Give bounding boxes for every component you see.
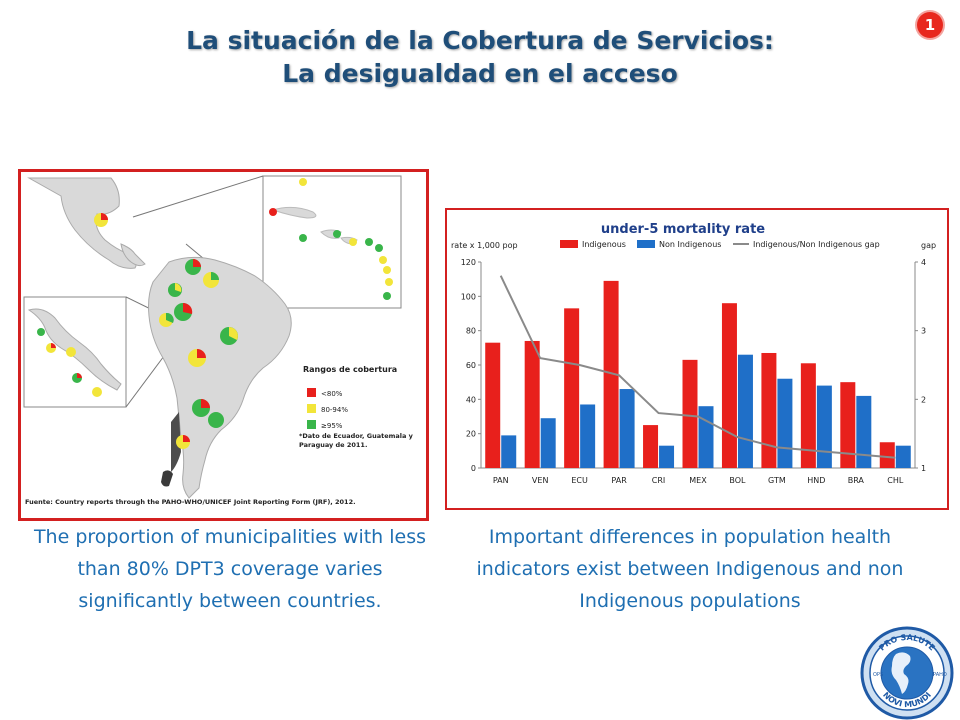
bar-indigenous: [643, 425, 659, 468]
legend-swatch-lt80: [307, 388, 316, 397]
x-tick-label: MEX: [689, 476, 707, 485]
bar-indigenous: [761, 352, 777, 468]
gap-line: [499, 275, 896, 459]
x-tick-label: CHL: [887, 476, 904, 485]
coverage-legend-title: Rangos de cobertura: [303, 365, 397, 374]
y2-tick-label: 3: [921, 327, 926, 336]
y2-tick-label: 2: [921, 395, 926, 404]
coverage-legend-note: *Dato de Ecuador, Guatemala y Paraguay d…: [299, 432, 413, 449]
x-tick-label: PAN: [493, 476, 509, 485]
x-tick-label: ECU: [571, 476, 588, 485]
slide-title: La situación de la Cobertura de Servicio…: [60, 24, 900, 90]
bar-non-indigenous: [895, 445, 911, 468]
legend-label-80-94: 80-94%: [321, 406, 348, 414]
coverage-map: Rangos de cobertura <80% 80-94% ≥95% *Da…: [23, 175, 413, 506]
bar-indigenous: [721, 303, 737, 468]
x-tick-label: PAR: [611, 476, 627, 485]
seal-right-text: PAHO: [933, 672, 947, 678]
x-tick-label: VEN: [532, 476, 549, 485]
bar-indigenous: [524, 340, 540, 468]
bar-indigenous: [564, 308, 580, 468]
x-tick-label: GTM: [768, 476, 786, 485]
x-tick-label: BRA: [848, 476, 865, 485]
y-tick-label: 100: [461, 292, 476, 301]
y-tick-label: 0: [471, 464, 476, 473]
mortality-chart-panel: under-5 mortality rate rate x 1,000 pop …: [445, 208, 949, 510]
chart-y-axis-label: rate x 1,000 pop: [451, 241, 518, 250]
y-tick-label: 60: [466, 361, 476, 370]
chart-title: under-5 mortality rate: [601, 222, 765, 237]
y-tick-label: 20: [466, 430, 476, 439]
legend-swatch-non-indigenous: [637, 240, 655, 248]
bar-non-indigenous: [698, 406, 714, 468]
seal-left-text: OPS: [873, 672, 883, 678]
bar-indigenous: [840, 382, 856, 468]
bar-non-indigenous: [619, 389, 635, 468]
legend-swatch-80-94: [307, 404, 316, 413]
y-tick-label: 40: [466, 395, 476, 404]
bar-non-indigenous: [777, 378, 793, 468]
bar-indigenous: [879, 442, 895, 468]
slide-title-line1: La situación de la Cobertura de Servicio…: [186, 26, 774, 55]
x-tick-label: CRI: [652, 476, 666, 485]
y-tick-label: 120: [461, 258, 476, 267]
caribbean-inset: [262, 175, 402, 309]
chart-legend: Indigenous Non Indigenous Indigenous/Non…: [560, 240, 880, 249]
bar-indigenous: [682, 359, 698, 468]
bar-non-indigenous: [737, 354, 753, 468]
map-caption: The proportion of municipalities with le…: [33, 526, 427, 612]
mortality-chart: under-5 mortality rate rate x 1,000 pop …: [451, 222, 936, 485]
bar-non-indigenous: [659, 445, 675, 468]
bar-indigenous: [485, 342, 501, 468]
x-tick-label: BOL: [729, 476, 746, 485]
bar-non-indigenous: [816, 385, 832, 468]
legend-label-lt80: <80%: [321, 390, 343, 398]
legend-label-non-indigenous: Non Indigenous: [659, 240, 721, 249]
bar-non-indigenous: [580, 404, 596, 468]
bar-non-indigenous: [540, 418, 556, 468]
bar-indigenous: [603, 280, 619, 468]
page-number-badge: 1: [917, 12, 943, 38]
bar-non-indigenous: [501, 435, 517, 468]
y2-tick-label: 1: [921, 464, 926, 473]
legend-swatch-ge95: [307, 420, 316, 429]
chart-y2-axis-label: gap: [921, 241, 936, 250]
slide-title-line2: La desigualdad en el acceso: [282, 59, 678, 88]
legend-label-ge95: ≥95%: [321, 422, 343, 430]
map-source-note: Fuente: Country reports through the PAHO…: [25, 498, 356, 506]
paho-seal-logo: PRO SALUTE NOVI MUNDI OPS PAHO: [860, 626, 954, 720]
x-tick-label: HND: [807, 476, 825, 485]
coverage-pie-markers: [37, 178, 393, 449]
chart-caption: Important differences in population heal…: [476, 526, 904, 612]
bar-indigenous: [800, 363, 816, 468]
legend-swatch-indigenous: [560, 240, 578, 248]
y-tick-label: 80: [466, 327, 476, 336]
bar-non-indigenous: [856, 395, 872, 468]
legend-label-indigenous: Indigenous: [582, 240, 626, 249]
coverage-map-panel: Rangos de cobertura <80% 80-94% ≥95% *Da…: [18, 169, 429, 521]
y2-tick-label: 4: [921, 258, 926, 267]
coverage-legend: Rangos de cobertura <80% 80-94% ≥95%: [303, 365, 397, 430]
legend-label-gap: Indigenous/Non Indigenous gap: [753, 240, 880, 249]
